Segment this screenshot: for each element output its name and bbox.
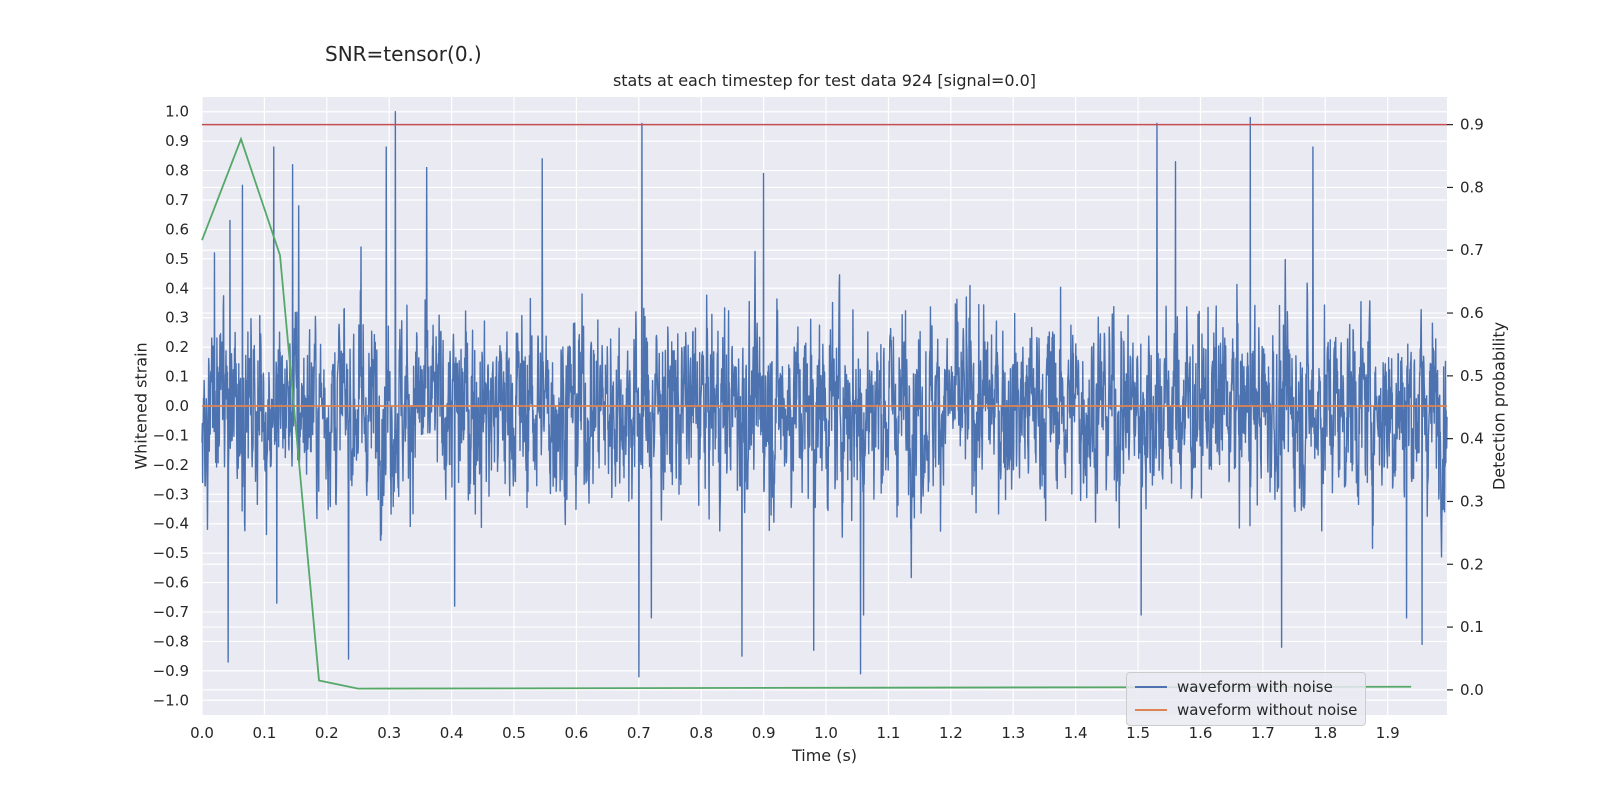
x-tick-label: 1.2 bbox=[939, 724, 963, 742]
y-right-tick-label: 0.2 bbox=[1460, 555, 1484, 573]
y-left-tick-label: −0.5 bbox=[153, 544, 189, 562]
y-right-tick-label: 0.9 bbox=[1460, 116, 1484, 134]
y-left-tick-label: −0.1 bbox=[153, 426, 189, 444]
x-tick-label: 0.0 bbox=[190, 724, 214, 742]
y-left-tick-label: 0.8 bbox=[165, 162, 189, 180]
y-left-tick-label: −0.8 bbox=[153, 632, 189, 650]
y-left-tick-label: 0.4 bbox=[165, 279, 189, 297]
y-axis-right-label: Detection probability bbox=[1489, 321, 1509, 491]
y-right-tick-label: 0.6 bbox=[1460, 304, 1484, 322]
x-tick-label: 0.3 bbox=[377, 724, 401, 742]
x-tick-label: 0.1 bbox=[252, 724, 276, 742]
x-tick-label: 0.2 bbox=[315, 724, 339, 742]
y-left-tick-label: −0.4 bbox=[153, 515, 189, 533]
y-right-tick-label: 0.3 bbox=[1460, 492, 1484, 510]
y-left-tick-label: 0.0 bbox=[165, 397, 189, 415]
legend: waveform with noise waveform without noi… bbox=[1126, 672, 1366, 726]
x-tick-label: 0.5 bbox=[502, 724, 526, 742]
y-left-tick-label: −0.2 bbox=[153, 456, 189, 474]
x-tick-label: 0.6 bbox=[565, 724, 589, 742]
x-tick-label: 0.7 bbox=[627, 724, 651, 742]
y-right-tick-label: 0.4 bbox=[1460, 430, 1484, 448]
x-tick-label: 1.4 bbox=[1064, 724, 1088, 742]
y-right-tick-label: 0.1 bbox=[1460, 618, 1484, 636]
y-left-tick-label: 0.5 bbox=[165, 250, 189, 268]
y-right-tick-label: 0.0 bbox=[1460, 681, 1484, 699]
x-tick-label: 1.0 bbox=[814, 724, 838, 742]
series-detection-probability bbox=[201, 136, 1412, 690]
y-left-tick-label: −0.3 bbox=[153, 485, 189, 503]
y-left-tick-label: 0.6 bbox=[165, 220, 189, 238]
x-tick-label: 0.4 bbox=[440, 724, 464, 742]
x-tick-label: 1.3 bbox=[1001, 724, 1025, 742]
x-tick-label: 1.5 bbox=[1126, 724, 1150, 742]
y-axis-left-label: Whitened strain bbox=[131, 342, 151, 470]
figure-suptitle: SNR=tensor(0.) bbox=[325, 42, 482, 66]
y-left-tick-label: −0.9 bbox=[153, 662, 189, 680]
y-right-tick-label: 0.8 bbox=[1460, 178, 1484, 196]
legend-label-clean: waveform without noise bbox=[1177, 701, 1358, 719]
y-left-tick-label: −1.0 bbox=[153, 691, 189, 709]
x-axis-label: Time (s) bbox=[791, 746, 858, 765]
y-left-tick-label: 1.0 bbox=[165, 103, 189, 121]
x-tick-label: 1.1 bbox=[877, 724, 901, 742]
x-tick-label: 1.9 bbox=[1376, 724, 1400, 742]
y-right-tick-label: 0.5 bbox=[1460, 367, 1484, 385]
x-tick-label: 0.9 bbox=[752, 724, 776, 742]
y-left-tick-label: −0.6 bbox=[153, 574, 189, 592]
y-left-tick-label: 0.9 bbox=[165, 132, 189, 150]
legend-swatch-noise bbox=[1135, 686, 1167, 688]
chart-title: stats at each timestep for test data 924… bbox=[612, 71, 1037, 90]
y-left-tick-label: 0.1 bbox=[165, 368, 189, 386]
y-left-tick-label: 0.7 bbox=[165, 191, 189, 209]
legend-label-noise: waveform with noise bbox=[1177, 678, 1333, 696]
tick-labels: 0.0 0.1 0.2 0.3 0.4 0.5 0.6 0.7 0.8 0.9 1.0 1.1 1.2 1… bbox=[153, 103, 1484, 742]
x-tick-label: 1.7 bbox=[1251, 724, 1275, 742]
y-left-tick-label: −0.7 bbox=[153, 603, 189, 621]
legend-item-clean: waveform without noise bbox=[1135, 700, 1357, 720]
y-right-tick-label: 0.7 bbox=[1460, 241, 1484, 259]
legend-swatch-clean bbox=[1135, 709, 1167, 711]
x-tick-label: 1.6 bbox=[1189, 724, 1213, 742]
y-left-tick-label: 0.2 bbox=[165, 338, 189, 356]
series-waveform-with-noise bbox=[201, 111, 1448, 678]
y-left-tick-label: 0.3 bbox=[165, 309, 189, 327]
x-tick-label: 1.8 bbox=[1313, 724, 1337, 742]
series-layer bbox=[201, 111, 1448, 690]
x-tick-label: 0.8 bbox=[689, 724, 713, 742]
legend-item-noise: waveform with noise bbox=[1135, 677, 1333, 697]
